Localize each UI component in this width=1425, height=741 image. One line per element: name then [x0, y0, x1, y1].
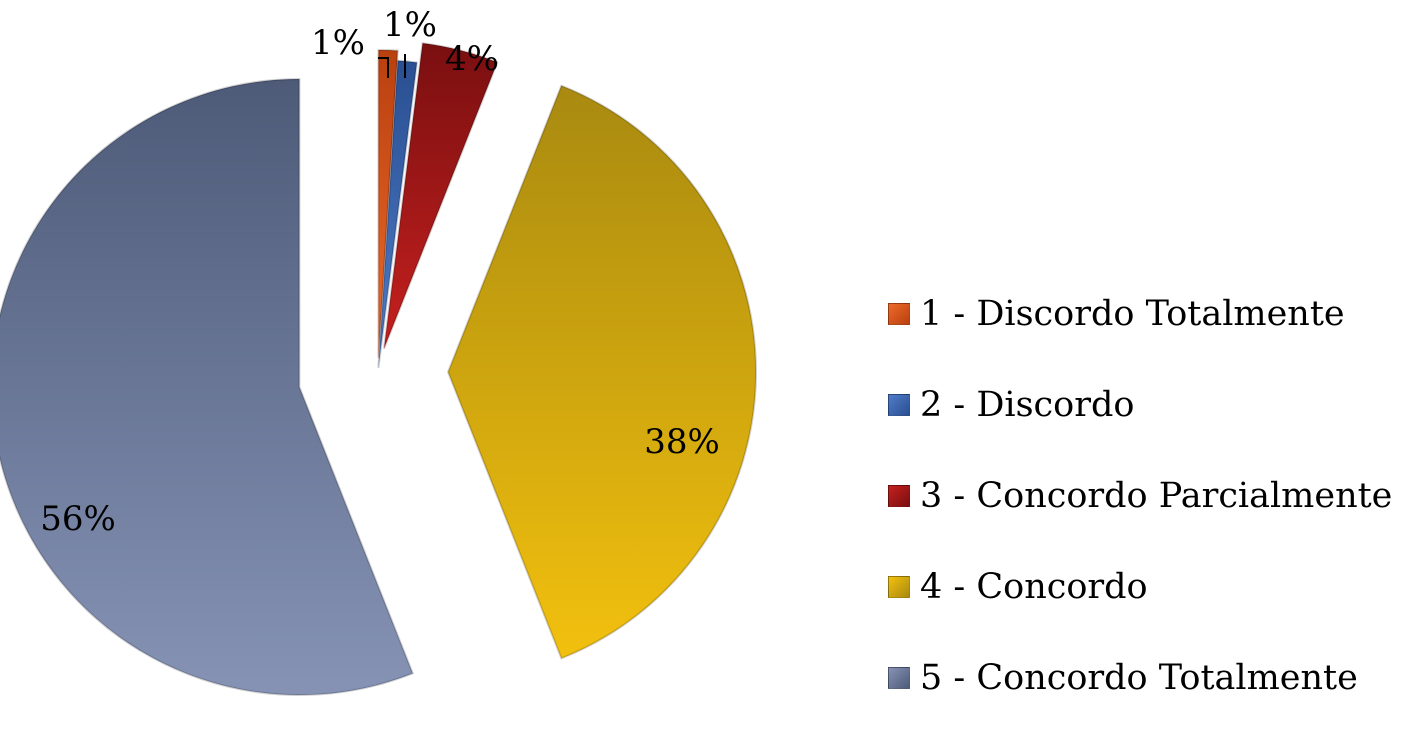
legend: 1 - Discordo Totalmente 2 - Discordo 3 -… [888, 268, 1392, 723]
slice-discordo [377, 59, 419, 369]
legend-label: 1 - Discordo Totalmente [920, 293, 1345, 334]
data-label: 1% [383, 5, 437, 45]
legend-swatch [888, 484, 910, 507]
slice-concordo-parcialmente [382, 42, 499, 350]
legend-item: 2 - Discordo [888, 359, 1392, 450]
leader-line [378, 57, 389, 78]
legend-label: 3 - Concordo Parcialmente [920, 475, 1393, 516]
slice-concordo [446, 84, 757, 660]
legend-item: 3 - Concordo Parcialmente [888, 450, 1392, 541]
legend-swatch [888, 302, 910, 325]
legend-swatch [888, 393, 910, 416]
legend-item: 1 - Discordo Totalmente [888, 268, 1392, 359]
legend-swatch [888, 666, 910, 689]
legend-label: 4 - Concordo [920, 566, 1148, 607]
data-label: 56% [40, 499, 116, 539]
slice-concordo-totalmente [0, 77, 415, 696]
data-label: 4% [445, 39, 499, 79]
slice-discordo-totalmente [377, 49, 399, 359]
data-label: 38% [644, 422, 720, 462]
legend-label: 2 - Discordo [920, 384, 1135, 425]
data-label: 1% [311, 23, 365, 63]
legend-item: 4 - Concordo [888, 541, 1392, 632]
legend-label: 5 - Concordo Totalmente [920, 657, 1358, 698]
legend-swatch [888, 575, 910, 598]
legend-item: 5 - Concordo Totalmente [888, 632, 1392, 723]
